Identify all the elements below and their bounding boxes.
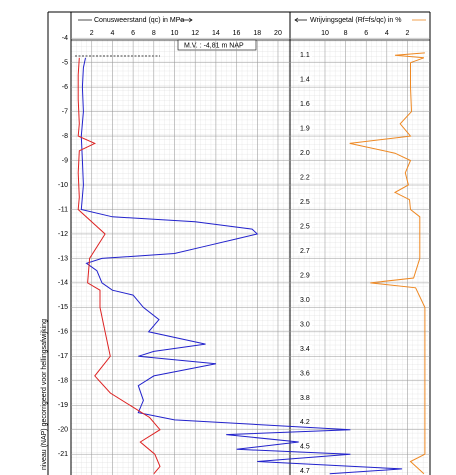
series-line [77,57,161,475]
y-tick-label: -14 [58,280,68,287]
x2-tick-label: 4 [385,30,389,37]
annotation-bg [298,222,312,231]
annotation: 2.7 [300,248,310,255]
arrow [294,17,307,23]
annotation-bg [298,198,312,207]
annotation: 3.0 [300,297,310,304]
y-tick-label: -5 [62,59,68,66]
annotation-bg [298,369,312,378]
x-tick-label: 12 [191,30,199,37]
y-axis-label: niveau (NAP) gecorrigeerd voor hellingsa… [41,319,48,470]
annotation-bg [298,51,312,60]
x2-tick-label: 10 [321,30,329,37]
annotation-bg [298,100,312,109]
annotation: 1.9 [300,126,310,133]
y-tick-label: -15 [58,304,68,311]
y-tick-label: -16 [58,329,68,336]
y-tick-label: -21 [58,451,68,458]
y-tick-label: -17 [58,353,68,360]
y-tick-label: -19 [58,402,68,409]
y-tick-label: -13 [58,255,68,262]
annotation-bg [298,149,312,158]
y-tick-label: -20 [58,427,68,434]
annotation: 1.4 [300,77,310,84]
y-tick-label: -10 [58,182,68,189]
mv-label: M.V. : -4,81 m NAP [184,42,244,49]
x-tick-label: 8 [152,30,156,37]
annotation: 4.7 [300,468,310,475]
minor-grid [71,40,428,475]
annotation-bg [298,271,312,280]
annotation-bg [298,467,312,475]
series-line [80,57,403,475]
annotation: 1.6 [300,101,310,108]
y-tick-label: -6 [62,84,68,91]
x-tick-label: 18 [253,30,261,37]
x2-tick-label: 6 [364,30,368,37]
y-tick-label: -8 [62,133,68,140]
annotation: 4.2 [300,419,310,426]
x-tick-label: 16 [233,30,241,37]
x2-tick-label: 2 [405,30,409,37]
annotation-bg [298,393,312,402]
x-tick-label: 20 [274,30,282,37]
annotation: 3.4 [300,346,310,353]
y-tick-label: -12 [58,231,68,238]
y-tick-label: -9 [62,157,68,164]
series-line [349,52,426,475]
annotation: 3.6 [300,370,310,377]
annotation: 4.5 [300,444,310,451]
annotation: 2.5 [300,199,310,206]
annotation-bg [298,442,312,451]
annotation-bg [298,344,312,353]
annotation: 1.1 [300,52,310,59]
x-tick-label: 6 [131,30,135,37]
annotation-bg [298,173,312,182]
y-tick-label: -4 [62,35,68,42]
mv-box [177,39,257,51]
x2-axis-label: Wrijvingsgetal (Rf=fs/qc) in % [310,17,401,24]
x-axis-label: Conusweerstand (qc) in MPa [94,17,184,24]
annotation: 2.0 [300,150,310,157]
annotation-bg [298,418,312,427]
x-tick-label: 10 [171,30,179,37]
x-tick-label: 4 [110,30,114,37]
annotation: 2.9 [300,272,310,279]
y-tick-label: -11 [58,206,68,213]
annotation-bg [298,320,312,329]
annotation-bg [298,75,312,84]
annotation-bg [298,124,312,133]
annotation: 3.8 [300,395,310,402]
annotation: 2.5 [300,223,310,230]
annotation: 2.2 [300,175,310,182]
annotation: 3.0 [300,321,310,328]
annotation-bg [298,296,312,305]
y-tick-label: -7 [62,108,68,115]
x2-tick-label: 8 [344,30,348,37]
x-tick-label: 2 [90,30,94,37]
arrow [180,17,193,23]
x-tick-label: 14 [212,30,220,37]
y-tick-label: -18 [58,378,68,385]
annotation-bg [298,247,312,256]
